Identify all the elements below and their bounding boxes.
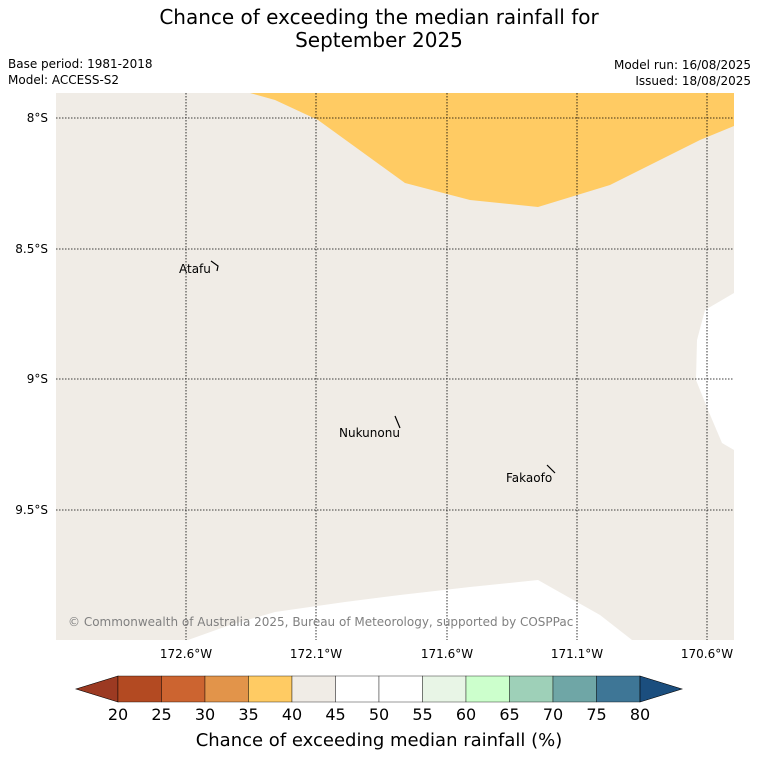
fakaofo-atoll-shape [546,464,556,474]
colorbar-tick-label: 35 [238,705,259,724]
colorbar-tick-label: 75 [586,705,607,724]
lon-label-172-1: 172.1°W [289,647,343,661]
atafu-atoll-shape [210,260,219,272]
white-probability-region-east [696,293,734,450]
colorbar-bin [378,675,423,703]
lon-label-172-6: 172.6°W [159,647,213,661]
colorbar-tick-label: 20 [107,705,129,724]
colorbar-bin [117,675,162,703]
place-label-fakaofo: Fakaofo [506,471,552,485]
base-period: Base period: 1981-2018 [8,57,153,71]
meta-left: Base period: 1981-2018 Model: ACCESS-S2 [8,56,153,88]
colorbar-bin [161,675,206,703]
colorbar-tick-label: 45 [325,705,346,724]
lon-label-171-1: 171.1°W [550,647,604,661]
colorbar-title: Chance of exceeding median rainfall (%) [195,730,563,751]
colorbar [74,675,684,703]
map-background [56,93,734,640]
colorbar-bin [335,675,380,703]
colorbar-tick-label: 70 [542,705,564,724]
model-run: Model run: 16/08/2025 [613,58,751,72]
colorbar-tick-label: 40 [281,705,303,724]
place-label-nukunonu: Nukunonu [339,426,400,440]
colorbar-bin [596,675,641,703]
map-title: Chance of exceeding the median rainfall … [0,6,758,52]
graticule [56,93,734,640]
colorbar-bin [465,675,510,703]
colorbar-tick-label: 60 [455,705,477,724]
lon-label-170-6: 170.6°W [680,647,734,661]
lat-label-9-5: 9.5°S [15,503,48,517]
issued-date: Issued: 18/08/2025 [635,74,751,88]
colorbar-tick-label: 65 [499,705,520,724]
model-name: Model: ACCESS-S2 [8,73,120,87]
orange-probability-region [250,93,734,207]
white-probability-region-south [188,580,632,640]
map-title-line2: September 2025 [295,28,463,52]
colorbar-tick-label: 55 [412,705,433,724]
colorbar-bin [204,675,249,703]
atoll-outlines [210,260,556,474]
lat-label-8-5: 8.5°S [15,242,48,256]
colorbar-bin [291,675,336,703]
colorbar-bin [509,675,554,703]
colorbar-extend-high [639,675,684,703]
meta-right: Model run: 16/08/2025 Issued: 18/08/2025 [614,57,751,89]
map-title-line1: Chance of exceeding the median rainfall … [159,5,599,29]
copyright-notice: © Commonwealth of Australia 2025, Bureau… [68,615,573,629]
lat-label-8: 8°S [26,111,48,125]
colorbar-tick-label: 50 [368,705,390,724]
colorbar-tick-label: 30 [194,705,216,724]
colorbar-tick-label: 25 [151,705,172,724]
colorbar-tick-label: 80 [629,705,651,724]
lat-label-9: 9°S [26,372,48,386]
colorbar-extend-low [74,675,119,703]
place-label-atafu: Atafu [179,262,211,276]
lon-label-171-6: 171.6°W [420,647,474,661]
colorbar-bin [248,675,293,703]
nukunonu-atoll-shape [394,415,401,429]
colorbar-bin [422,675,467,703]
colorbar-bin [552,675,597,703]
